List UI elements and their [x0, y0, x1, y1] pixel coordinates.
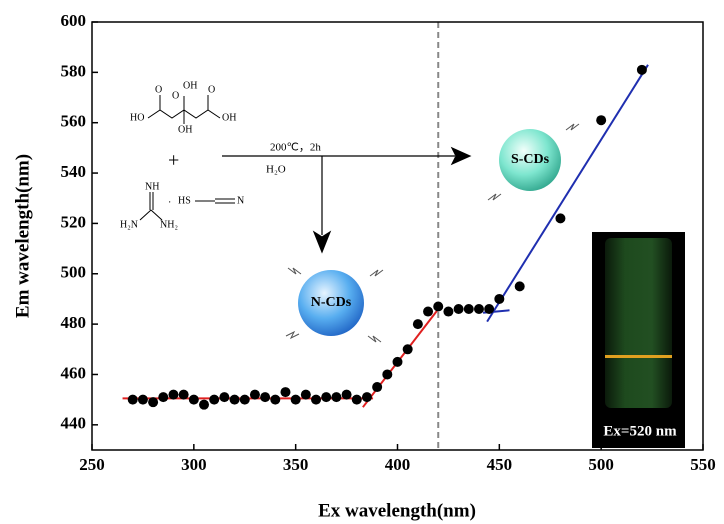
chem-label: OH: [178, 124, 192, 135]
data-point: [464, 304, 474, 314]
chart: 250 300 350 400 450 500 550 440 460 480 500 520 540 5…: [0, 0, 724, 524]
data-point: [433, 301, 443, 311]
data-point: [179, 390, 189, 400]
chem-label: O: [172, 90, 179, 101]
data-point: [474, 304, 484, 314]
data-point: [189, 395, 199, 405]
x-tick-label: 550: [690, 455, 716, 474]
data-point: [382, 369, 392, 379]
data-point: [270, 395, 280, 405]
x-tick-label: 450: [487, 455, 513, 474]
x-axis-label: Ex wavelength(nm): [318, 500, 476, 521]
y-tick-label: 460: [61, 363, 87, 382]
data-point: [128, 395, 138, 405]
chem-label: HS: [178, 195, 191, 206]
y-tick-label: 500: [61, 263, 87, 282]
chem-label: ·: [168, 197, 171, 208]
data-point: [209, 395, 219, 405]
data-point: [342, 390, 352, 400]
fit-line: [363, 306, 440, 407]
vial: [605, 238, 672, 408]
x-tick-label: 400: [385, 455, 411, 474]
chem-label: OH: [222, 112, 236, 123]
data-point: [219, 392, 229, 402]
data-point: [311, 395, 321, 405]
y-tick-label: 580: [61, 61, 87, 80]
data-point: [168, 390, 178, 400]
product-label: S-CDs: [511, 152, 550, 167]
data-point: [148, 397, 158, 407]
chem-label: NH: [145, 181, 159, 192]
data-point: [494, 294, 504, 304]
data-point: [331, 392, 341, 402]
y-tick-label: 540: [61, 162, 87, 181]
reaction-arrow: [222, 148, 470, 252]
data-point: [443, 307, 453, 317]
data-point: [393, 357, 403, 367]
chem-label: OH: [183, 80, 197, 91]
chem-label: H₂N: [120, 219, 138, 230]
data-point: [138, 395, 148, 405]
reaction-condition: H₂O: [266, 164, 286, 176]
data-point: [321, 392, 331, 402]
data-point: [423, 307, 433, 317]
data-point: [240, 395, 250, 405]
data-point: [280, 387, 290, 397]
data-point: [158, 392, 168, 402]
reaction-condition: 200℃，2h: [270, 142, 321, 154]
data-point: [199, 400, 209, 410]
data-point: [372, 382, 382, 392]
y-tick-label: 480: [61, 313, 87, 332]
x-tick-label: 350: [283, 455, 309, 474]
chem-label: NH₂: [160, 219, 178, 230]
data-point: [362, 392, 372, 402]
y-tick-label: 600: [61, 11, 87, 30]
data-point: [260, 392, 270, 402]
data-point: [515, 281, 525, 291]
product-label: N-CDs: [311, 295, 352, 310]
data-point: [403, 344, 413, 354]
chem-label: HO: [130, 112, 144, 123]
y-tick-label: 520: [61, 212, 87, 231]
chem-label: O: [155, 84, 162, 95]
photo-label: Ex=520 nm: [603, 423, 677, 439]
data-point: [413, 319, 423, 329]
citric-acid-structure: [148, 95, 220, 124]
data-point: [352, 395, 362, 405]
x-tick-label: 500: [588, 455, 614, 474]
y-axis-label: Em wavelength(nm): [12, 154, 33, 318]
data-point: [291, 395, 301, 405]
data-point: [596, 115, 606, 125]
data-point: [484, 304, 494, 314]
data-point: [637, 65, 647, 75]
data-point: [301, 390, 311, 400]
y-tick-label: 560: [61, 112, 87, 131]
y-tick-label: 440: [61, 414, 87, 433]
chem-label: N: [237, 195, 244, 206]
data-point: [555, 213, 565, 223]
x-tick-label: 300: [181, 455, 207, 474]
plus: +: [168, 150, 179, 172]
vial-meniscus: [605, 355, 672, 358]
x-tick-label: 250: [79, 455, 105, 474]
data-point: [454, 304, 464, 314]
chem-label: O: [208, 84, 215, 95]
data-point: [250, 390, 260, 400]
data-point: [230, 395, 240, 405]
